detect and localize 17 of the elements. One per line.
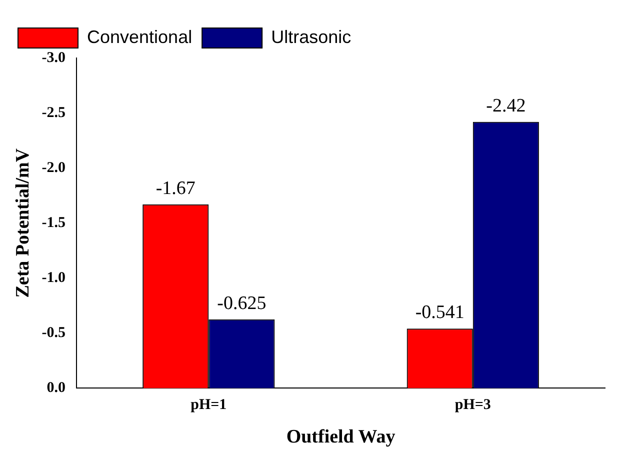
x-tick-label: pH=1	[190, 397, 227, 414]
x-axis-title: Outfield Way	[286, 426, 396, 448]
legend-label: Conventional	[87, 26, 192, 47]
y-tick-label: -1.0	[42, 270, 66, 286]
y-tick-label: -2.5	[42, 104, 66, 121]
y-axis-title: Zeta Potential/mV	[12, 148, 34, 298]
data-label: -0.625	[217, 292, 266, 314]
y-tick-label: -2.0	[42, 160, 66, 176]
y-tick-label: 0.0	[46, 380, 66, 396]
data-label: -2.42	[486, 95, 526, 116]
y-tick-label: -3.0	[42, 50, 66, 66]
y-tick-label: -0.5	[42, 325, 66, 342]
legend-label: Ultrasonic	[271, 26, 352, 47]
data-label: -1.67	[156, 178, 196, 199]
data-label: -0.541	[415, 302, 464, 324]
x-tick-label: pH=3	[454, 397, 491, 414]
y-tick-label: -1.5	[42, 214, 66, 231]
